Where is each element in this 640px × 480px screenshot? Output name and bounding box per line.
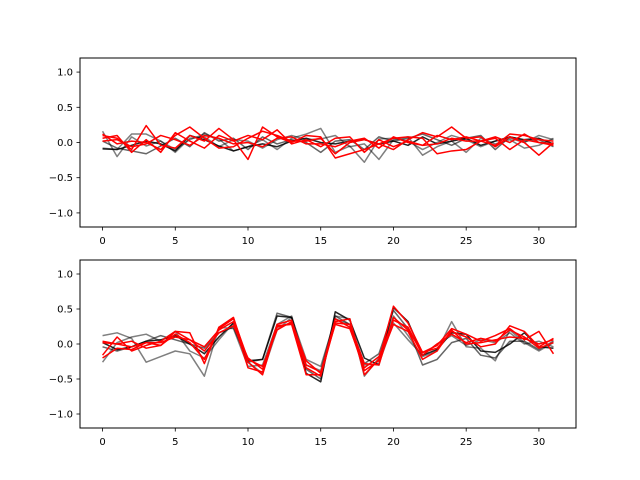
x-tick-label: 0 (99, 437, 105, 448)
y-axis: −1.0 −0.5 0.0 0.5 1.0 (49, 68, 80, 219)
x-axis: 0 5 10 15 20 25 30 (99, 227, 545, 247)
series-line-7 (101, 319, 554, 373)
y-tick-label: 1.0 (57, 68, 73, 79)
x-tick-label: 20 (387, 236, 400, 247)
y-tick-label: −0.5 (49, 173, 73, 184)
y-tick-label: 0.5 (57, 305, 73, 316)
x-tick-label: 10 (242, 437, 255, 448)
y-tick-label: −1.0 (49, 208, 73, 219)
x-tick-label: 25 (460, 437, 473, 448)
y-tick-label: 1.0 (57, 270, 73, 281)
series-group (101, 124, 554, 163)
y-tick-label: 0.0 (57, 340, 73, 351)
x-tick-label: 25 (460, 236, 473, 247)
x-tick-label: 30 (533, 236, 546, 247)
y-tick-label: 0.0 (57, 138, 73, 149)
x-tick-label: 30 (533, 437, 546, 448)
x-tick-label: 0 (99, 236, 105, 247)
x-tick-label: 5 (172, 236, 178, 247)
subplot-bottom: 0 5 10 15 20 25 30 −1.0 −0.5 0.0 0.5 1.0 (49, 259, 577, 448)
x-tick-label: 15 (314, 236, 327, 247)
y-axis: −1.0 −0.5 0.0 0.5 1.0 (49, 270, 80, 421)
x-tick-label: 15 (314, 437, 327, 448)
y-tick-label: −0.5 (49, 375, 73, 386)
subplot-top: 0 5 10 15 20 25 30 −1.0 −0.5 0.0 0.5 1.0 (49, 57, 577, 247)
y-tick-label: 0.5 (57, 103, 73, 114)
x-tick-label: 20 (387, 437, 400, 448)
series-line-7 (102, 134, 554, 151)
x-tick-label: 5 (172, 437, 178, 448)
x-tick-label: 10 (242, 236, 255, 247)
y-tick-label: −1.0 (49, 410, 73, 421)
series-line-4 (102, 124, 554, 161)
x-axis: 0 5 10 15 20 25 30 (99, 428, 545, 448)
series-group (101, 305, 555, 383)
